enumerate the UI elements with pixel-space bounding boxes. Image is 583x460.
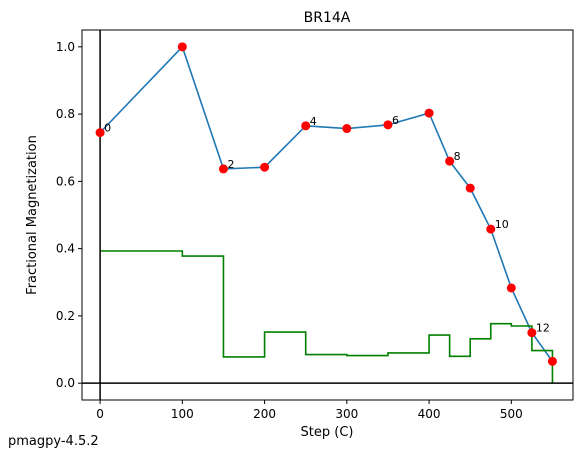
point bbox=[506, 283, 516, 293]
point bbox=[547, 356, 557, 366]
x-tick-label: 0 bbox=[96, 407, 104, 421]
point bbox=[95, 128, 105, 138]
point-label: 8 bbox=[454, 150, 461, 163]
point bbox=[486, 224, 496, 234]
x-tick-label: 200 bbox=[253, 407, 276, 421]
point bbox=[301, 121, 311, 131]
point bbox=[445, 156, 455, 166]
point bbox=[527, 328, 537, 338]
x-tick-label: 400 bbox=[418, 407, 441, 421]
x-tick-label: 300 bbox=[335, 407, 358, 421]
point bbox=[177, 42, 187, 52]
y-axis-label: Fractional Magnetization bbox=[25, 135, 40, 295]
plot-frame bbox=[81, 29, 574, 401]
x-tick-label: 500 bbox=[500, 407, 523, 421]
chart-title: BR14A bbox=[304, 10, 351, 26]
y-tick-label: 0.0 bbox=[56, 376, 75, 390]
y-tick-label: 0.8 bbox=[56, 107, 75, 121]
y-tick-label: 0.2 bbox=[56, 309, 75, 323]
x-tick-label: 100 bbox=[171, 407, 194, 421]
point bbox=[465, 183, 475, 193]
point-label: 6 bbox=[392, 114, 399, 127]
point-label: 0 bbox=[104, 122, 111, 135]
x-axis-label: Step (C) bbox=[301, 425, 354, 440]
point-label: 12 bbox=[536, 322, 550, 335]
y-tick-label: 1.0 bbox=[56, 40, 75, 54]
point-label: 4 bbox=[310, 115, 317, 128]
point bbox=[260, 162, 270, 172]
point-label: 10 bbox=[495, 218, 509, 231]
data-line bbox=[99, 45, 554, 362]
y-tick-label: 0.4 bbox=[56, 242, 75, 256]
footer: pmagpy-4.5.2 bbox=[8, 434, 99, 449]
point bbox=[383, 120, 393, 130]
y-tick-label: 0.6 bbox=[56, 174, 75, 188]
point-label: 2 bbox=[227, 158, 234, 171]
point bbox=[424, 108, 434, 118]
point bbox=[342, 124, 352, 134]
step-line bbox=[100, 250, 554, 384]
point bbox=[218, 164, 228, 174]
